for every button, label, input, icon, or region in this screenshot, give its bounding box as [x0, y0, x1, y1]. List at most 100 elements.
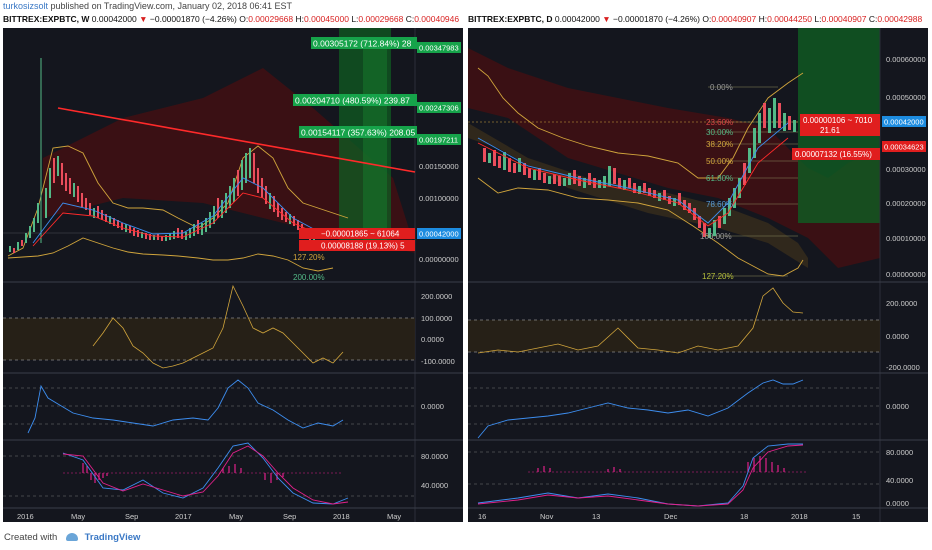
fib-label: 127.20% [702, 272, 734, 281]
right-symbol-header: BITTREX:EXPBTC, D 0.00042000 ▼ −0.000018… [468, 13, 922, 26]
bollinger-fill [468, 123, 808, 268]
bollinger-lower [7, 237, 334, 272]
right-open: 0.00040907 [711, 14, 757, 24]
measure-label-1: 0.00000106 ~ 7010 21.61 [800, 114, 880, 136]
stoch-histogram [537, 456, 785, 472]
mom-tick: 0.0000 [421, 402, 444, 411]
momentum-line [27, 379, 344, 434]
svg-text:0.00010000: 0.00010000 [886, 234, 926, 243]
left-symbol[interactable]: BITTREX:EXPBTC, W [3, 14, 90, 24]
mom-tick: 0.0000 [886, 402, 909, 411]
left-l-label: L: [351, 14, 359, 24]
momentum-line [477, 379, 804, 439]
left-low: 0.00029668 [358, 14, 404, 24]
right-high: 0.00044250 [767, 14, 813, 24]
svg-text:0.00034623: 0.00034623 [884, 143, 924, 152]
right-l-label: L: [814, 14, 822, 24]
target-box-inner [363, 48, 387, 248]
x-tick: 2018 [791, 512, 808, 521]
right-change: −0.00001870 (−4.26%) [613, 14, 700, 24]
x-tick: 15 [852, 512, 860, 521]
stoch-tick: 0.0000 [886, 499, 909, 508]
cci-tick: -200.0000 [886, 363, 920, 372]
created-with: Created with [4, 532, 58, 543]
cci-band [3, 318, 415, 360]
ma-line [32, 177, 324, 244]
svg-text:0.00100000: 0.00100000 [419, 194, 459, 203]
descending-trendline [57, 107, 416, 173]
bollinger-upper [7, 145, 349, 257]
cci-tick: 200.0000 [886, 299, 917, 308]
fib-label: 127.20% [293, 253, 325, 262]
cci-tick: -100.0000 [421, 357, 455, 366]
ichimoku-cloud [468, 48, 880, 268]
stoch-k-line [477, 443, 803, 507]
x-tick: May [71, 512, 85, 521]
left-o-label: O: [239, 14, 249, 24]
svg-text:0.00030000: 0.00030000 [886, 165, 926, 174]
x-tick: 2018 [333, 512, 350, 521]
fib-label: 100.00% [700, 232, 732, 241]
x-tick: May [229, 512, 243, 521]
cci-tick: 0.0000 [421, 335, 444, 344]
fib-label: 23.60% [706, 118, 733, 127]
x-tick: 2016 [17, 512, 34, 521]
down-arrow-icon: ▼ [602, 14, 611, 24]
measure-text-3: 0.00007132 (16.55%) [795, 150, 872, 159]
author-link[interactable]: turkosizsolt [3, 1, 49, 11]
stoch-d-line [62, 445, 349, 505]
right-low: 0.00040907 [821, 14, 867, 24]
tradingview-link[interactable]: TradingView [84, 532, 141, 543]
svg-text:0.00000000: 0.00000000 [886, 270, 926, 279]
stoch-d-line [477, 444, 804, 507]
right-o-label: O: [702, 14, 712, 24]
cci-tick: 100.0000 [421, 314, 452, 323]
x-tick: 2017 [175, 512, 192, 521]
left-symbol-header: BITTREX:EXPBTC, W 0.00042000 ▼ −0.000018… [3, 13, 459, 26]
right-close: 0.00042988 [877, 14, 923, 24]
right-c-label: C: [868, 14, 878, 24]
tradingview-logo-icon [65, 533, 78, 542]
fib-label: 50.00% [706, 157, 733, 166]
left-high: 0.00045000 [304, 14, 349, 24]
svg-text:0.00050000: 0.00050000 [886, 93, 926, 102]
cci-tick: 200.0000 [421, 292, 452, 301]
bollinger-upper [477, 67, 804, 179]
publish-info: published on TradingView.com, January 02… [50, 1, 293, 11]
svg-text:0.00197211: 0.00197211 [419, 136, 458, 145]
measure-text-2: 21.61 [820, 126, 841, 135]
svg-text:0.00150000: 0.00150000 [419, 162, 459, 171]
projection-label-3: 0.00154117 (357.63%) 208.05 [299, 126, 417, 138]
measure-text-1: 0.00000106 ~ 7010 [803, 116, 873, 125]
ichimoku-cloud [43, 68, 415, 253]
svg-text:0.00042000: 0.00042000 [884, 118, 924, 127]
cci-tick: 0.0000 [886, 332, 909, 341]
fib-label: 78.60% [706, 200, 733, 209]
ma-line-red [477, 137, 789, 227]
stoch-tick: 80.0000 [421, 452, 448, 461]
right-price: 0.00042000 [554, 14, 600, 24]
right-symbol[interactable]: BITTREX:EXPBTC, D [468, 14, 553, 24]
projection-text-3: 0.00154117 (357.63%) 208.05 [301, 128, 415, 138]
daily-chart-panel[interactable]: 0.00% 23.60% 30.00% 38.20% 50.00% 61.80%… [468, 28, 928, 522]
footer: Created with TradingView [0, 526, 932, 550]
fib-label: 61.80% [706, 174, 733, 183]
svg-text:0.00247306: 0.00247306 [419, 104, 459, 113]
cci-band [468, 320, 880, 352]
fib-label: 0.00% [710, 83, 733, 92]
measure-label-2: 0.00007132 (16.55%) [792, 148, 880, 160]
measure-label-1: −0.00001865 ~ 61064 [299, 228, 415, 239]
svg-text:0.00060000: 0.00060000 [886, 55, 926, 64]
ma-line [477, 122, 789, 224]
measure-text-2: 0.00008188 (19.13%) 5 [321, 242, 405, 251]
weekly-chart-panel[interactable]: 0.00305172 (712.84%) 28 0.00204710 (480.… [3, 28, 463, 522]
stoch-tick: 80.0000 [886, 448, 913, 457]
x-tick: May [387, 512, 401, 521]
publish-bar: turkosizsolt published on TradingView.co… [0, 0, 932, 13]
left-change: −0.00001870 (−4.26%) [149, 14, 237, 24]
left-price: 0.00042000 [91, 14, 137, 24]
x-tick: Sep [125, 512, 138, 521]
svg-text:0.00042000: 0.00042000 [419, 230, 459, 239]
left-h-label: H: [295, 14, 305, 24]
price-scale: 0.00060000 0.00050000 0.00042000 0.00034… [882, 55, 926, 279]
